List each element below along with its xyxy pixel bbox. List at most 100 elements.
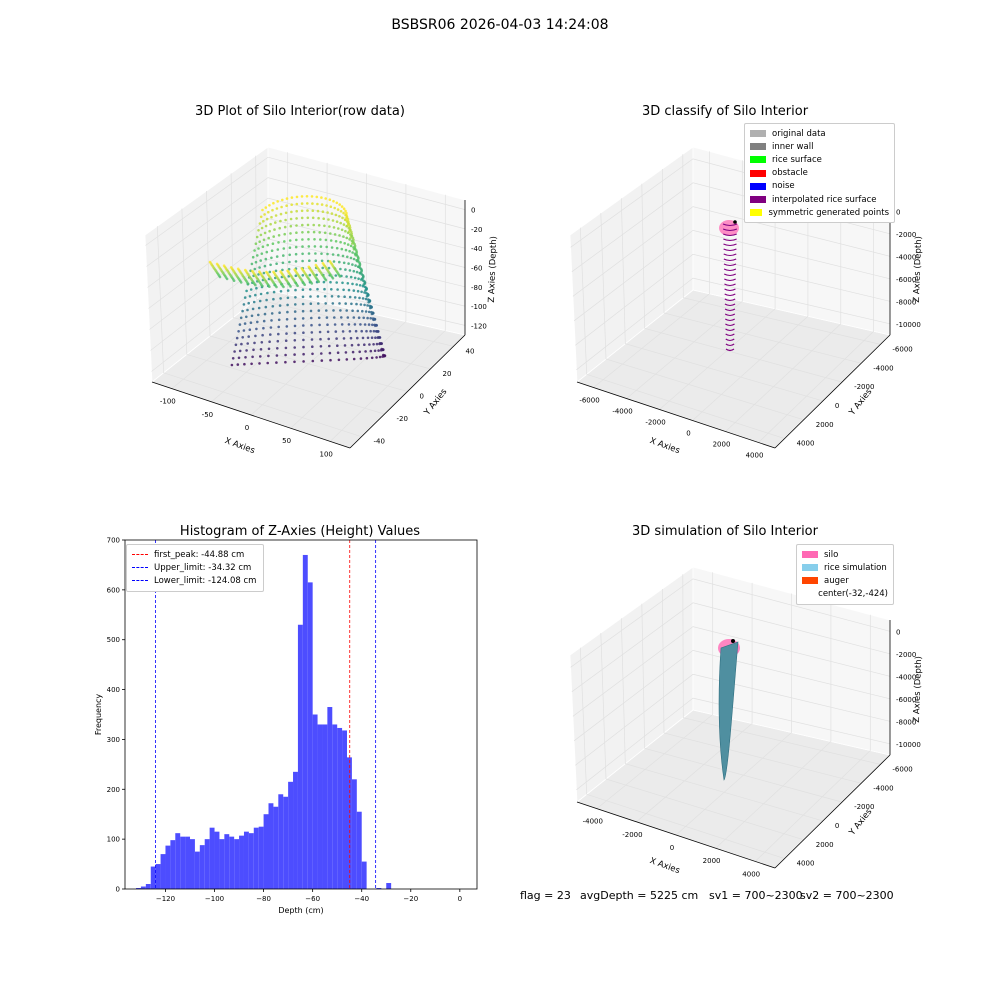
scatter-point	[295, 224, 298, 227]
grid-line	[206, 190, 408, 392]
scatter-point	[259, 233, 263, 237]
scatter-point	[349, 256, 353, 260]
scatter-point	[347, 222, 351, 225]
scatter-point	[274, 221, 277, 224]
scatter-point	[268, 340, 271, 344]
scatter-point	[339, 267, 342, 271]
scatter-point	[345, 220, 349, 223]
scatter-point	[281, 198, 284, 202]
histogram-axes: −120 −100 −80 −60 −40 −20 0 0 100 200 300 400 500 600…	[94, 537, 478, 915]
grid-line	[754, 614, 871, 862]
interpolated-point	[723, 253, 737, 257]
scatter-point	[253, 267, 257, 271]
scatter-point	[267, 210, 270, 214]
scatter-point	[253, 341, 256, 345]
scatter-point	[310, 316, 313, 320]
scatter-point	[319, 345, 323, 348]
grid-line	[600, 632, 804, 841]
z-axis-label: Z Axies (Depth)	[912, 236, 924, 303]
histogram-bar	[268, 803, 274, 889]
z-tick-label: -6000	[896, 276, 916, 284]
scatter-point	[362, 316, 366, 320]
scatter-point	[284, 353, 287, 357]
z-tick-label: -60	[471, 265, 482, 273]
grid-line	[715, 604, 832, 849]
histogram-bar	[239, 835, 244, 889]
scatter-point	[339, 240, 342, 244]
scatter-point	[360, 278, 363, 281]
scatter-point	[342, 235, 345, 238]
scatter-point	[352, 316, 356, 319]
grid-line	[641, 603, 843, 803]
scatter-point	[259, 348, 263, 351]
scatter-point	[307, 252, 311, 255]
scatter-point	[310, 331, 314, 334]
scatter-point	[365, 329, 368, 333]
interpolated-point	[724, 303, 736, 307]
histogram-bar	[209, 827, 215, 889]
scatter-point	[370, 356, 374, 360]
scatter-point	[275, 361, 278, 364]
legend-label: first_peak: -44.88 cm	[154, 549, 245, 560]
x-tick-label: -2000	[622, 831, 642, 839]
grid-line	[636, 582, 753, 823]
histogram-bar	[302, 554, 308, 889]
scatter-point	[353, 276, 357, 280]
scatter-point	[295, 202, 299, 206]
scatter-point	[251, 255, 255, 259]
scatter-point	[301, 295, 305, 299]
scatter-point	[346, 282, 350, 285]
scatter-point	[286, 289, 290, 292]
scatter-point	[277, 241, 280, 244]
scatter-point	[340, 205, 344, 208]
interpolated-point	[723, 273, 737, 277]
scatter-point	[276, 200, 280, 203]
scatter-point	[296, 284, 299, 288]
scatter-point	[329, 239, 333, 242]
x-axis-label: Depth (cm)	[278, 906, 323, 915]
scatter-point	[352, 357, 356, 361]
histogram-bar	[312, 714, 318, 889]
scatter-point	[284, 211, 288, 215]
scatter-point	[274, 269, 278, 273]
scatter-point	[259, 215, 263, 219]
interpolated-point	[724, 318, 736, 322]
scatter-point	[272, 201, 275, 205]
scatter-point	[320, 359, 324, 362]
scatter-point	[267, 347, 271, 351]
histogram-bar	[258, 826, 264, 889]
scatter-point	[349, 336, 353, 340]
y-tick-label: 0	[835, 822, 839, 830]
plot2-points	[719, 220, 739, 352]
interpolated-point	[722, 228, 738, 232]
scatter-point	[317, 302, 320, 305]
scatter-point	[324, 302, 328, 305]
scatter-point	[277, 318, 281, 322]
y-tick-label: 0	[835, 402, 839, 410]
histogram-bar	[273, 806, 279, 889]
scatter-point	[372, 329, 376, 333]
scatter-point	[375, 342, 379, 346]
status-sv2: sv2 = 700~2300	[800, 889, 894, 902]
scatter-point	[352, 269, 356, 273]
scatter-point	[319, 238, 322, 241]
x-tick-label: −100	[205, 895, 224, 903]
scatter-point	[336, 208, 340, 211]
scatter-point	[275, 354, 279, 357]
legend-label: rice simulation	[824, 562, 887, 573]
plot1-axes: -100 -50 0 50 100 -40 -20 0 20 40 0 -20 -40 -60 -80 -10…	[144, 146, 499, 458]
scatter-point	[281, 268, 284, 272]
scatter-point	[295, 195, 299, 199]
auger-marker	[731, 639, 735, 643]
scatter-point	[317, 309, 321, 312]
scatter-point	[264, 305, 268, 309]
y-tick-label: -6000	[892, 765, 912, 773]
y-tick-label: 600	[107, 586, 120, 594]
scatter-point	[276, 339, 280, 343]
z-tick-label: -8000	[896, 718, 916, 726]
scatter-point	[307, 245, 311, 248]
grid-line	[572, 206, 891, 297]
grid-line	[575, 253, 891, 346]
grid-line	[329, 194, 446, 442]
scatter-point	[306, 223, 310, 227]
